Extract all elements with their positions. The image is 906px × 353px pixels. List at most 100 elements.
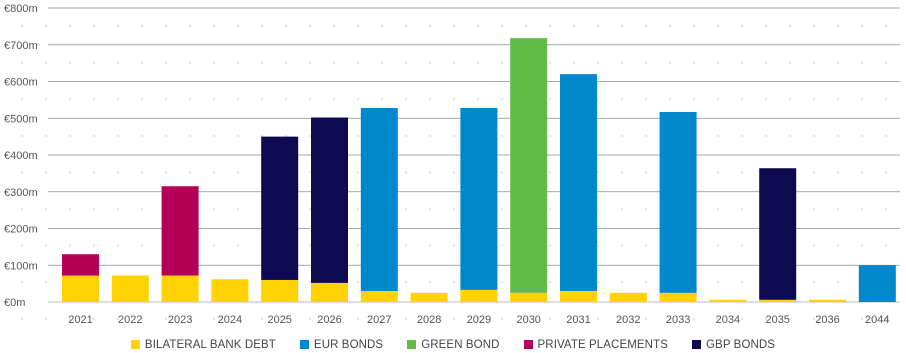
background-dot — [788, 61, 792, 64]
background-dot — [644, 280, 648, 284]
background-dot — [812, 280, 816, 284]
background-dot — [812, 134, 816, 138]
background-dot — [860, 97, 864, 101]
background-dot — [116, 244, 120, 247]
background-dot — [140, 317, 144, 321]
background-dot — [644, 244, 648, 247]
background-dot — [404, 317, 408, 321]
bar-2027-bilateral-bank-debt — [360, 290, 398, 302]
background-dot — [404, 171, 408, 174]
background-dot — [284, 61, 288, 64]
background-dot — [860, 244, 864, 247]
background-dot — [116, 134, 120, 138]
legend-item: BILATERAL BANK DEBT — [130, 339, 276, 351]
background-dot — [308, 207, 312, 211]
x-tick-label: 2036 — [815, 314, 839, 326]
background-dot — [140, 171, 144, 174]
legend-label: EUR BONDS — [313, 338, 384, 351]
background-dot — [548, 280, 552, 284]
background-dot-grid — [20, 24, 888, 321]
x-axis-tick-labels: 2021 2022 2023 2024 2025 2026 2027 2028 2029 2030… — [68, 314, 889, 326]
y-tick-label: €300m — [4, 187, 38, 199]
background-dot — [596, 244, 600, 247]
background-dot — [20, 244, 24, 247]
background-dot — [452, 134, 456, 138]
background-dot — [836, 244, 840, 247]
background-dot — [860, 171, 864, 174]
background-dot — [116, 97, 120, 101]
background-dot — [116, 171, 120, 174]
bar-2026-gbp-bonds — [311, 117, 348, 283]
background-dot — [452, 97, 456, 101]
background-dot — [68, 244, 72, 247]
background-dot — [716, 171, 720, 174]
background-dot — [500, 207, 504, 211]
background-dot — [212, 61, 216, 64]
debt-maturity-chart: €0m €100m €200m €300m €400m €500m €600m €700m €8… — [4, 3, 900, 326]
background-dot — [212, 24, 216, 28]
background-dot — [452, 61, 456, 64]
background-dot — [308, 317, 312, 321]
background-dot — [380, 317, 384, 321]
background-dot — [308, 171, 312, 174]
background-dot — [620, 24, 624, 28]
background-dot — [452, 244, 456, 247]
background-dot — [620, 244, 624, 247]
background-dot — [308, 134, 312, 138]
background-dot — [500, 134, 504, 138]
background-dot — [308, 24, 312, 28]
background-dot — [44, 317, 48, 321]
background-dot — [788, 134, 792, 138]
background-dot — [356, 61, 360, 64]
background-dot — [20, 97, 24, 101]
background-dot — [164, 61, 168, 64]
background-dot — [812, 207, 816, 211]
x-tick-label: 2021 — [68, 314, 92, 326]
background-dot — [548, 207, 552, 211]
legend: BILATERAL BANK DEBT EUR BONDS GREEN BOND PR… — [0, 336, 906, 353]
background-dot — [644, 97, 648, 101]
background-dot — [140, 97, 144, 101]
x-tick-label: 2030 — [516, 314, 540, 326]
background-dot — [404, 61, 408, 64]
bar-2035-gbp-bonds — [759, 168, 797, 300]
background-dot — [884, 317, 888, 321]
background-dot — [92, 207, 96, 211]
bar-2021-bilateral-bank-debt — [62, 275, 99, 302]
background-dot — [260, 317, 264, 321]
background-dot — [212, 134, 216, 138]
background-dot — [404, 97, 408, 101]
background-dot — [476, 24, 480, 28]
background-dot — [836, 134, 840, 138]
background-dot — [644, 317, 648, 321]
background-dot — [596, 171, 600, 174]
background-dot — [356, 244, 360, 247]
background-dot — [44, 24, 48, 28]
background-dot — [428, 317, 432, 321]
background-dot — [692, 317, 696, 321]
background-dot — [44, 171, 48, 174]
bar-2030-bilateral-bank-debt — [510, 292, 548, 302]
y-tick-label: €700m — [4, 40, 38, 52]
background-dot — [260, 24, 264, 28]
background-dot — [788, 97, 792, 101]
background-dot — [668, 97, 672, 101]
background-dot — [116, 61, 120, 64]
background-dot — [332, 24, 336, 28]
bar-2029-bilateral-bank-debt — [460, 289, 498, 302]
bar-2029-eur-bonds — [460, 107, 498, 290]
background-dot — [68, 97, 72, 101]
background-dot — [236, 97, 240, 101]
x-tick-label: 2026 — [317, 314, 341, 326]
bar-2031-bilateral-bank-debt — [560, 290, 597, 302]
background-dot — [620, 317, 624, 321]
background-dot — [428, 244, 432, 247]
legend-label: GBP BONDS — [706, 338, 776, 351]
x-tick-label: 2025 — [267, 314, 291, 326]
y-tick-label: €500m — [4, 113, 38, 125]
legend-label: PRIVATE PLACEMENTS — [537, 338, 668, 351]
background-dot — [452, 24, 456, 28]
bar-2022-bilateral-bank-debt — [111, 275, 149, 302]
background-dot — [596, 207, 600, 211]
background-dot — [428, 24, 432, 28]
